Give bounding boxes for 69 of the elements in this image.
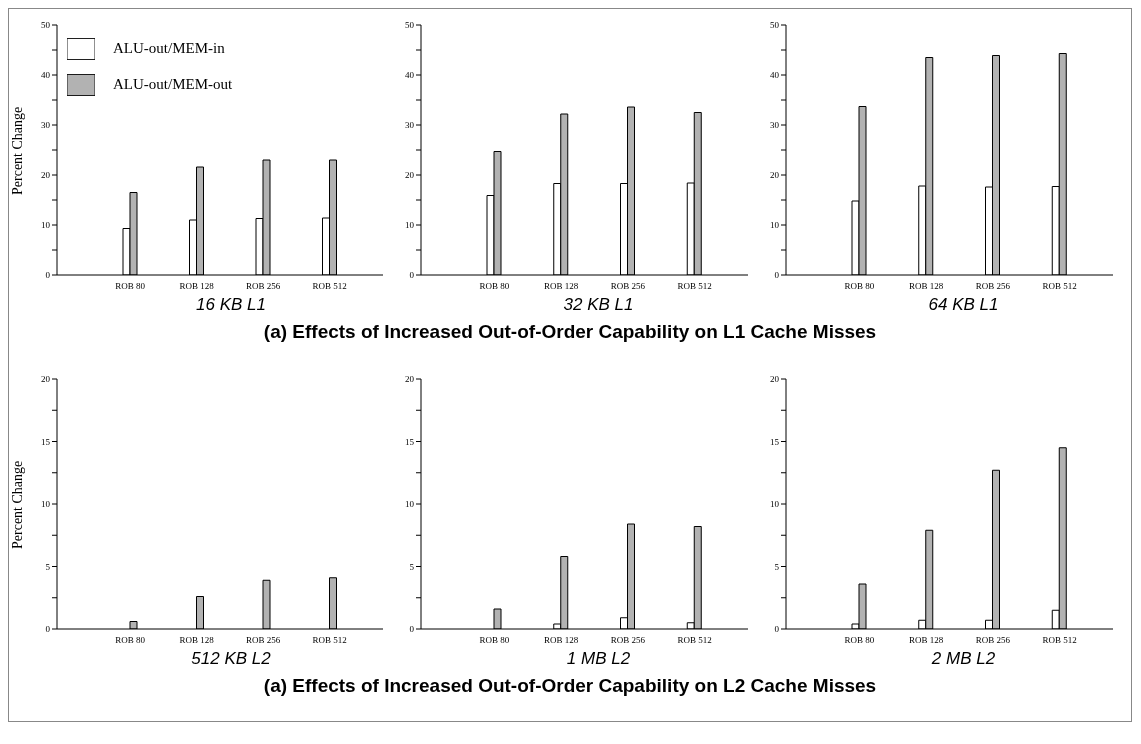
x-tick-label: ROB 256 <box>246 635 281 646</box>
x-tick-label: ROB 128 <box>908 281 944 292</box>
y-tick-label: 30 <box>41 120 51 131</box>
x-tick-label: ROB 80 <box>115 281 146 292</box>
y-tick-label: 50 <box>41 20 51 31</box>
y-tick-label: 15 <box>770 436 780 447</box>
y-axis-title: Percent Change <box>9 460 25 549</box>
y-tick-label: 20 <box>41 170 51 181</box>
y-tick-label: 0 <box>774 624 780 635</box>
x-tick-label: ROB 128 <box>179 635 215 646</box>
x-tick-label: ROB 80 <box>844 281 875 292</box>
x-tick-label: ROB 512 <box>1042 635 1077 646</box>
y-tick-label: 10 <box>770 220 780 231</box>
x-axis-title: 1 MB L2 <box>565 649 632 670</box>
x-tick-label: ROB 80 <box>115 635 146 646</box>
text: (a) Effects of Increased Out-of-Order Capability on L2 Cache Misses <box>262 675 878 697</box>
y-tick-label: 20 <box>41 374 51 385</box>
x-tick-label: ROB 128 <box>179 281 215 292</box>
x-tick-label: ROB 512 <box>312 635 347 646</box>
y-tick-label: 0 <box>409 624 415 635</box>
y-tick-label: 40 <box>41 70 51 81</box>
x-axis-title: 16 KB L1 <box>195 295 267 316</box>
x-tick-label: ROB 128 <box>543 281 579 292</box>
y-tick-label: 10 <box>41 220 51 231</box>
x-tick-label: ROB 80 <box>479 281 510 292</box>
y-tick-label: 30 <box>770 120 780 131</box>
y-tick-label: 0 <box>45 624 51 635</box>
y-tick-label: 30 <box>405 120 415 131</box>
legend-label: ALU-out/MEM-in <box>113 39 225 56</box>
y-tick-label: 50 <box>405 20 415 31</box>
text: (a) Effects of Increased Out-of-Order Capability on L1 Cache Misses <box>262 321 878 343</box>
x-axis-title: 2 MB L2 <box>930 649 997 670</box>
y-tick-label: 15 <box>405 436 415 447</box>
y-tick-label: 0 <box>774 270 780 281</box>
x-tick-label: ROB 256 <box>975 281 1011 292</box>
x-tick-label: ROB 256 <box>610 281 646 292</box>
y-tick-label: 10 <box>770 499 780 510</box>
x-tick-label: ROB 512 <box>1042 281 1077 292</box>
y-tick-label: 10 <box>405 220 415 231</box>
y-tick-label: 15 <box>41 436 51 447</box>
y-tick-label: 20 <box>405 374 415 385</box>
y-tick-label: 5 <box>774 561 780 572</box>
x-tick-label: ROB 128 <box>908 635 944 646</box>
x-tick-label: ROB 128 <box>543 635 579 646</box>
y-tick-label: 20 <box>770 170 780 181</box>
x-tick-label: ROB 80 <box>479 635 510 646</box>
x-tick-label: ROB 512 <box>677 281 712 292</box>
y-tick-label: 5 <box>45 561 51 572</box>
legend-label: ALU-out/MEM-out <box>113 75 233 92</box>
x-tick-label: ROB 256 <box>975 635 1011 646</box>
x-axis-title: 32 KB L1 <box>562 295 635 316</box>
y-tick-label: 0 <box>45 270 51 281</box>
x-axis-title: 512 KB L2 <box>190 649 272 670</box>
y-tick-label: 40 <box>770 70 780 81</box>
y-tick-label: 40 <box>405 70 415 81</box>
y-tick-label: 10 <box>41 499 51 510</box>
x-tick-label: ROB 512 <box>312 281 347 292</box>
y-tick-label: 5 <box>409 561 415 572</box>
y-tick-label: 20 <box>770 374 780 385</box>
y-tick-label: 50 <box>770 20 780 31</box>
x-tick-label: ROB 256 <box>246 281 281 292</box>
y-tick-label: 0 <box>409 270 415 281</box>
x-tick-label: ROB 256 <box>610 635 646 646</box>
y-axis-title: Percent Change <box>9 106 25 195</box>
x-tick-label: ROB 80 <box>844 635 875 646</box>
x-tick-label: ROB 512 <box>677 635 712 646</box>
x-axis-title: 64 KB L1 <box>927 295 1000 316</box>
y-tick-label: 10 <box>405 499 415 510</box>
y-tick-label: 20 <box>405 170 415 181</box>
